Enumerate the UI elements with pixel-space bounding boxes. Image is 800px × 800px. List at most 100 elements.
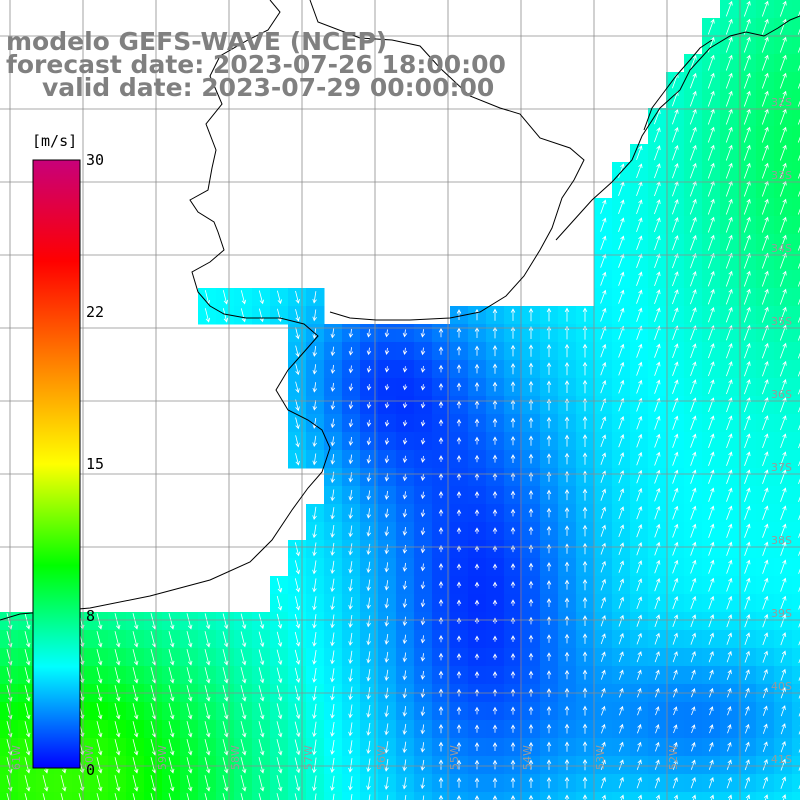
wind-arrow bbox=[601, 794, 606, 800]
wind-arrow bbox=[402, 544, 408, 554]
wind-arrow bbox=[672, 379, 679, 394]
wind-arrow bbox=[654, 163, 661, 179]
wind-arrow bbox=[727, 724, 732, 734]
wind-arrow bbox=[654, 127, 661, 143]
wind-arrow bbox=[312, 400, 318, 411]
wind-arrow bbox=[456, 599, 462, 606]
wind-arrow bbox=[654, 596, 661, 610]
wind-arrow bbox=[96, 757, 103, 774]
wind-arrow bbox=[402, 329, 408, 338]
wind-arrow bbox=[312, 345, 318, 357]
wind-arrow bbox=[797, 352, 800, 359]
wind-arrow bbox=[672, 235, 679, 251]
wind-arrow bbox=[636, 289, 643, 304]
wind-arrow bbox=[546, 598, 552, 607]
wind-arrow bbox=[366, 347, 372, 356]
wind-arrow bbox=[528, 344, 534, 357]
wind-arrow bbox=[474, 418, 480, 427]
wind-arrow bbox=[312, 721, 317, 738]
wind-arrow bbox=[114, 757, 121, 774]
wind-arrow bbox=[725, 108, 733, 125]
wind-arrow bbox=[707, 180, 715, 197]
wind-arrow bbox=[600, 669, 606, 680]
wind-arrow bbox=[672, 487, 679, 502]
wind-arrow bbox=[797, 172, 800, 179]
wind-arrow bbox=[636, 632, 642, 645]
wind-cell bbox=[792, 630, 800, 649]
wind-arrow bbox=[402, 402, 408, 409]
wind-arrow bbox=[402, 347, 408, 356]
wind-arrow bbox=[546, 380, 552, 393]
wind-arrow bbox=[438, 437, 444, 444]
wind-arrow bbox=[780, 723, 786, 735]
wind-arrow bbox=[510, 344, 516, 357]
wind-arrow bbox=[744, 342, 751, 359]
wind-arrow bbox=[780, 451, 787, 467]
wind-cell bbox=[216, 792, 235, 800]
wind-arrow bbox=[637, 723, 642, 734]
wind-arrow bbox=[600, 633, 606, 645]
wind-arrow bbox=[582, 776, 588, 789]
wind-arrow bbox=[330, 614, 335, 629]
wind-arrow bbox=[294, 578, 301, 593]
wind-arrow bbox=[132, 793, 136, 800]
wind-arrow bbox=[743, 90, 751, 107]
wind-arrow bbox=[798, 442, 800, 449]
wind-arrow bbox=[743, 162, 751, 179]
wind-arrow bbox=[330, 650, 335, 665]
wind-arrow bbox=[384, 420, 390, 427]
wind-arrow bbox=[636, 614, 643, 627]
wind-arrow bbox=[510, 759, 516, 770]
wind-cell bbox=[792, 180, 800, 199]
wind-arrow bbox=[546, 344, 552, 358]
wind-arrow bbox=[672, 777, 678, 789]
wind-arrow bbox=[295, 290, 300, 304]
wind-arrow bbox=[690, 559, 697, 574]
wind-arrow bbox=[510, 362, 516, 375]
wind-arrow bbox=[618, 343, 625, 358]
wind-arrow bbox=[600, 524, 606, 537]
wind-arrow bbox=[312, 739, 317, 756]
wind-cell bbox=[288, 792, 307, 800]
wind-arrow bbox=[222, 757, 229, 774]
wind-arrow bbox=[348, 758, 353, 773]
wind-arrow bbox=[636, 596, 643, 610]
wind-arrow bbox=[492, 724, 498, 733]
wind-arrow bbox=[42, 775, 49, 792]
wind-arrow bbox=[277, 290, 282, 305]
wind-arrow bbox=[528, 580, 534, 589]
wind-cell bbox=[792, 0, 800, 19]
wind-arrow bbox=[258, 631, 265, 648]
wind-arrow bbox=[492, 671, 498, 678]
wind-arrow bbox=[330, 596, 335, 611]
wind-arrow bbox=[258, 649, 265, 666]
wind-arrow bbox=[294, 775, 301, 792]
wind-arrow bbox=[150, 793, 154, 800]
wind-arrow bbox=[564, 669, 570, 680]
wind-arrow bbox=[204, 631, 211, 648]
wind-cell bbox=[792, 594, 800, 613]
wind-arrow bbox=[797, 334, 800, 341]
wind-arrow bbox=[779, 108, 787, 125]
wind-arrow bbox=[744, 469, 751, 484]
wind-arrow bbox=[779, 198, 787, 215]
wind-arrow bbox=[655, 724, 660, 734]
wind-arrow bbox=[654, 199, 661, 215]
wind-arrow bbox=[528, 652, 534, 661]
wind-arrow bbox=[797, 262, 800, 269]
wind-arrow bbox=[366, 597, 371, 610]
wind-arrow bbox=[402, 438, 408, 445]
wind-arrow bbox=[618, 289, 625, 304]
wind-arrow bbox=[672, 289, 679, 305]
wind-arrow bbox=[708, 759, 714, 770]
wind-arrow bbox=[348, 668, 353, 683]
wind-arrow bbox=[618, 524, 625, 538]
wind-arrow bbox=[510, 526, 516, 535]
wind-arrow bbox=[546, 723, 552, 734]
wind-arrow bbox=[689, 144, 697, 161]
wind-arrow bbox=[438, 401, 444, 408]
wind-arrow bbox=[492, 308, 498, 321]
wind-arrow bbox=[96, 721, 103, 738]
wind-arrow bbox=[528, 326, 534, 339]
